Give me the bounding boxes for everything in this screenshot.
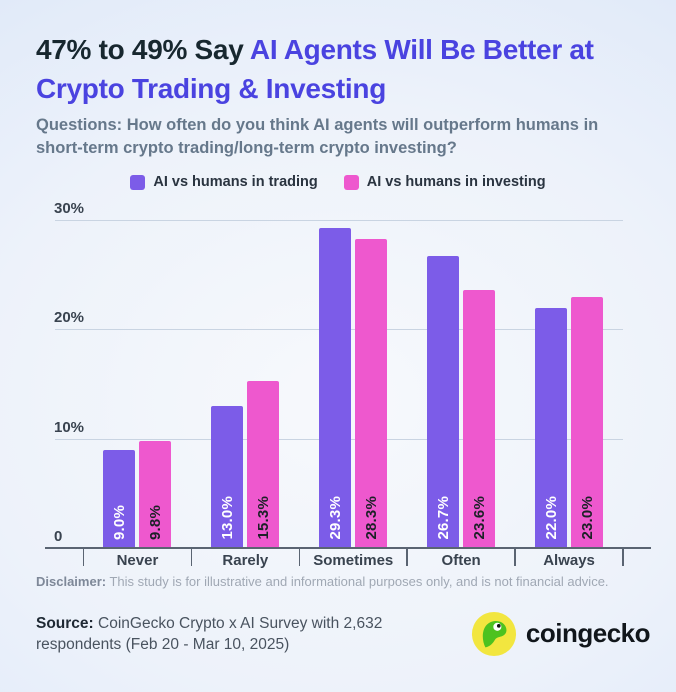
bar-value-label: 29.3% (326, 496, 344, 540)
coingecko-logo: coingecko (471, 611, 651, 657)
legend-item-investing: AI vs humans in investing (343, 174, 546, 190)
bar-value-label: 22.0% (542, 496, 560, 540)
bar-value-label-wrap: 9.8% (139, 505, 171, 540)
bar-value-label-wrap: 28.3% (355, 496, 387, 540)
x-axis-line (45, 547, 651, 549)
bar-value-label-wrap: 15.3% (247, 496, 279, 540)
x-axis-tick (514, 547, 516, 566)
bar-ai-vs-humans-in-investing-often: 23.6% (463, 290, 496, 548)
bar-value-label: 15.3% (254, 496, 272, 540)
bar-value-label: 28.3% (362, 496, 380, 540)
x-axis-label-always: Always (543, 552, 595, 569)
legend-swatch (130, 174, 146, 190)
x-axis-label-never: Never (116, 552, 159, 569)
disclaimer-text: Disclaimer: This study is for illustrati… (36, 574, 640, 589)
x-axis-tick (298, 547, 301, 566)
bar-value-label-wrap: 29.3% (319, 496, 351, 540)
disclaimer-label: Disclaimer: (36, 574, 107, 589)
bar-value-label-wrap: 23.0% (571, 496, 603, 540)
survey-question-subtitle: Questions: How often do you think AI age… (36, 116, 599, 157)
legend-item-trading: AI vs humans in trading (130, 174, 318, 190)
bar-value-label-wrap: 26.7% (427, 496, 459, 540)
bar-ai-vs-humans-in-trading-often: 26.7% (427, 256, 460, 548)
legend-swatch (343, 174, 359, 190)
x-axis-label-rarely: Rarely (222, 552, 269, 569)
bar-value-label: 13.0% (218, 496, 236, 540)
x-axis-tick (622, 547, 624, 566)
x-axis-label-sometimes: Sometimes (313, 552, 394, 569)
source-text: Source: CoinGecko Crypto x AI Survey wit… (36, 613, 466, 655)
x-axis-tick (190, 547, 193, 566)
bar-ai-vs-humans-in-investing-rarely: 15.3% (247, 380, 280, 548)
title-accent-part: AI Agents Will Be Better at Crypto Tradi… (36, 34, 594, 104)
bar-value-label: 9.8% (146, 505, 164, 540)
bar-ai-vs-humans-in-investing-sometimes: 28.3% (355, 238, 388, 548)
y-axis-label-30: 30% (54, 200, 85, 218)
disclaimer-body: This study is for illustrative and infor… (106, 574, 609, 589)
bar-value-label: 26.7% (434, 496, 452, 540)
bar-ai-vs-humans-in-investing-never: 9.8% (139, 440, 172, 548)
y-axis-label-10: 10% (54, 418, 85, 436)
source-body: CoinGecko Crypto x AI Survey with 2,632 … (36, 614, 383, 653)
bar-chart: 30% 20% 10% 0 9.0% 9.8% Never 13.0% 15.3% Rarely 2… (0, 194, 676, 569)
page-title: 47% to 49% Say AI Agents Will Be Better … (36, 30, 642, 108)
bar-ai-vs-humans-in-trading-never: 9.0% (103, 449, 136, 548)
y-axis-label-20: 20% (54, 309, 85, 327)
gridline-30 (55, 220, 623, 222)
coingecko-gecko-icon (471, 611, 516, 656)
coingecko-wordmark: coingecko (525, 618, 651, 648)
x-axis-label-often: Often (441, 552, 481, 569)
bar-value-label-wrap: 22.0% (535, 496, 567, 540)
x-axis-tick (406, 547, 408, 566)
chart-legend: AI vs humans in trading AI vs humans in i… (0, 172, 676, 192)
bar-value-label-wrap: 13.0% (211, 496, 243, 540)
bar-ai-vs-humans-in-investing-always: 23.0% (571, 296, 604, 548)
bar-ai-vs-humans-in-trading-sometimes: 29.3% (319, 227, 352, 548)
title-dark-part: 47% to 49% Say (36, 34, 250, 65)
bar-ai-vs-humans-in-trading-rarely: 13.0% (211, 405, 244, 548)
x-axis-tick (82, 547, 85, 566)
footer: Source: CoinGecko Crypto x AI Survey wit… (36, 597, 651, 670)
bar-value-label-wrap: 23.6% (463, 496, 495, 540)
source-label: Source: (36, 614, 94, 632)
bar-value-label-wrap: 9.0% (103, 505, 135, 540)
bar-value-label: 23.0% (578, 496, 596, 540)
legend-label: AI vs humans in investing (366, 174, 546, 190)
bar-value-label: 9.0% (110, 505, 128, 540)
bar-ai-vs-humans-in-trading-always: 22.0% (535, 307, 568, 548)
bar-value-label: 23.6% (470, 496, 488, 540)
y-axis-label-0: 0 (54, 528, 63, 545)
legend-label: AI vs humans in trading (153, 174, 318, 190)
